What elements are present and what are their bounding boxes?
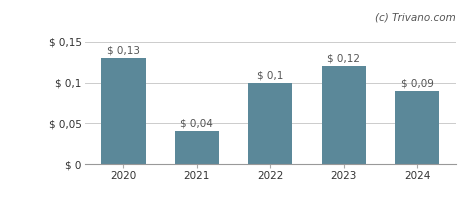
Text: $ 0,09: $ 0,09 bbox=[400, 78, 433, 88]
Bar bbox=[102, 58, 146, 164]
Bar bbox=[321, 66, 366, 164]
Bar bbox=[395, 91, 439, 164]
Text: (c) Trivano.com: (c) Trivano.com bbox=[375, 13, 456, 23]
Text: $ 0,04: $ 0,04 bbox=[180, 119, 213, 129]
Text: $ 0,1: $ 0,1 bbox=[257, 70, 283, 80]
Text: $ 0,13: $ 0,13 bbox=[107, 46, 140, 56]
Bar bbox=[175, 131, 219, 164]
Bar bbox=[248, 83, 292, 164]
Text: $ 0,12: $ 0,12 bbox=[327, 54, 360, 64]
